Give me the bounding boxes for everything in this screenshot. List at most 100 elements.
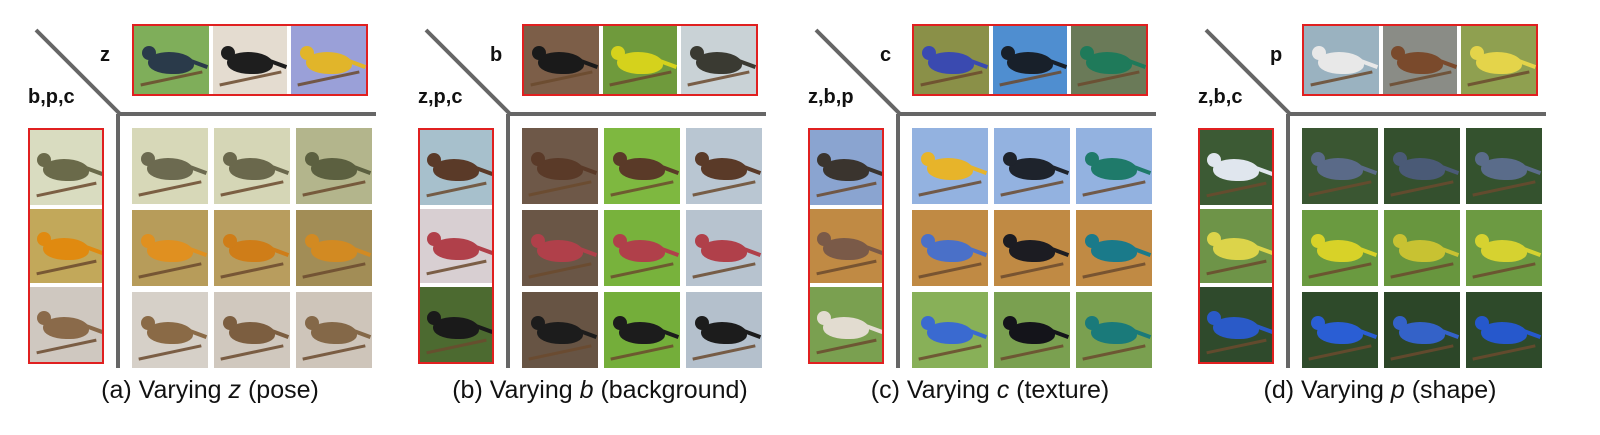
bird-icon bbox=[1085, 234, 1137, 262]
reference-image bbox=[420, 287, 492, 363]
caption-variable: z bbox=[228, 376, 242, 404]
bird-icon bbox=[1475, 234, 1527, 262]
caption-prefix: (d) Varying bbox=[1263, 376, 1391, 404]
bird-icon bbox=[427, 153, 479, 182]
top-reference-strip bbox=[912, 24, 1148, 96]
left-axis-label: b,p,c bbox=[28, 86, 75, 108]
bird-icon bbox=[1311, 152, 1363, 180]
generated-image bbox=[994, 292, 1070, 368]
bird-icon bbox=[37, 310, 89, 339]
branch-shape bbox=[610, 344, 674, 361]
generated-image bbox=[132, 128, 208, 204]
bird-icon bbox=[531, 234, 583, 262]
generated-image bbox=[132, 210, 208, 286]
generated-image-grid bbox=[132, 128, 372, 368]
branch-shape bbox=[918, 180, 982, 197]
generated-image bbox=[994, 128, 1070, 204]
top-reference-strip bbox=[522, 24, 758, 96]
bird-icon bbox=[611, 46, 663, 74]
bird-icon bbox=[1003, 234, 1055, 262]
bird-icon bbox=[427, 310, 479, 339]
branch-shape bbox=[1206, 338, 1266, 355]
generated-image bbox=[912, 128, 988, 204]
bird-icon bbox=[1207, 232, 1259, 260]
bird-icon bbox=[1079, 46, 1132, 74]
bird-icon bbox=[531, 152, 583, 180]
branch-shape bbox=[692, 262, 756, 279]
reference-image bbox=[810, 208, 882, 284]
branch-shape bbox=[36, 260, 96, 276]
generated-image bbox=[1076, 210, 1152, 286]
generated-image bbox=[296, 292, 372, 368]
bird-icon bbox=[695, 234, 747, 262]
top-reference-strip bbox=[1302, 24, 1538, 96]
left-reference-strip bbox=[808, 128, 884, 364]
branch-shape bbox=[1308, 344, 1372, 361]
generated-image bbox=[1302, 128, 1378, 204]
branch-shape bbox=[1472, 344, 1536, 361]
bird-icon bbox=[817, 232, 869, 260]
generated-image bbox=[994, 210, 1070, 286]
branch-shape bbox=[816, 181, 876, 197]
caption-suffix: (pose) bbox=[241, 376, 319, 404]
bird-icon bbox=[1311, 234, 1363, 262]
branch-shape bbox=[528, 262, 592, 279]
generated-image bbox=[214, 210, 290, 286]
branch-shape bbox=[1308, 180, 1372, 197]
branch-shape bbox=[220, 262, 284, 279]
bird-icon bbox=[141, 152, 193, 180]
branch-shape bbox=[1308, 262, 1372, 279]
branch-shape bbox=[426, 260, 486, 276]
bird-icon bbox=[1312, 46, 1365, 74]
bird-icon bbox=[613, 234, 665, 262]
reference-image bbox=[420, 130, 492, 205]
generated-image bbox=[1384, 292, 1460, 368]
bird-icon bbox=[817, 310, 869, 339]
reference-image bbox=[1200, 287, 1272, 363]
generated-image bbox=[1466, 210, 1542, 286]
bird-icon bbox=[1003, 152, 1055, 180]
branch-shape bbox=[302, 262, 366, 279]
panel-caption: (d) Varying p (shape) bbox=[1190, 376, 1570, 405]
generated-image bbox=[1466, 292, 1542, 368]
generated-image bbox=[1076, 292, 1152, 368]
caption-prefix: (b) Varying bbox=[452, 376, 580, 404]
branch-shape bbox=[138, 262, 202, 279]
reference-image bbox=[681, 26, 757, 94]
reference-image bbox=[992, 26, 1068, 94]
figure-panel-d: p z,b,c (d) Varying p (shape) bbox=[1190, 0, 1570, 435]
bird-icon bbox=[613, 152, 665, 180]
reference-image bbox=[1461, 26, 1537, 94]
branch-shape bbox=[1206, 260, 1266, 276]
bird-icon bbox=[1085, 152, 1137, 180]
branch-shape bbox=[1082, 344, 1146, 361]
reference-image bbox=[810, 287, 882, 363]
bird-icon bbox=[817, 153, 869, 182]
branch-shape bbox=[816, 338, 876, 355]
branch-shape bbox=[1082, 262, 1146, 279]
bird-icon bbox=[1393, 234, 1445, 262]
branch-shape bbox=[1390, 180, 1454, 197]
generated-image-grid bbox=[522, 128, 762, 368]
bird-icon bbox=[305, 234, 357, 262]
generated-image bbox=[522, 210, 598, 286]
generated-image bbox=[1384, 210, 1460, 286]
generated-image bbox=[1384, 128, 1460, 204]
caption-suffix: (shape) bbox=[1404, 376, 1497, 404]
caption-prefix: (a) Varying bbox=[101, 376, 229, 404]
bird-icon bbox=[1475, 152, 1527, 180]
bird-icon bbox=[221, 46, 273, 74]
top-axis-label: p bbox=[1270, 44, 1283, 66]
bird-icon bbox=[1475, 316, 1527, 344]
generated-image-grid bbox=[1302, 128, 1542, 368]
generated-image bbox=[686, 210, 762, 286]
branch-shape bbox=[36, 338, 96, 355]
top-axis-label: z bbox=[100, 44, 110, 66]
bird-icon bbox=[1001, 46, 1053, 74]
reference-image bbox=[30, 208, 102, 284]
generated-image bbox=[1076, 128, 1152, 204]
figure-panel-a: z b,p,c (a) Varying z (pose) bbox=[20, 0, 400, 435]
reference-image bbox=[1304, 26, 1379, 94]
branch-shape bbox=[302, 344, 366, 361]
left-axis-label: z,p,c bbox=[418, 86, 463, 108]
